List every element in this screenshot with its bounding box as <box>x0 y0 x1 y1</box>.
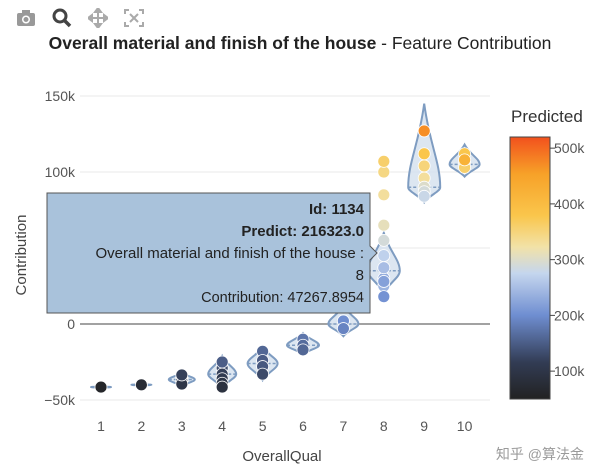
colorbar-ticks: 500k 400k 300k 200k 100k <box>550 140 585 379</box>
y-axis-label: Contribution <box>13 215 30 296</box>
data-point[interactable] <box>215 355 229 369</box>
colorbar-tick-label: 300k <box>554 252 585 268</box>
y-tick-label: 0 <box>67 316 75 332</box>
chart-title: Overall material and finish of the house… <box>0 33 600 54</box>
data-point[interactable] <box>215 380 229 394</box>
x-tick-label: 2 <box>138 418 146 434</box>
colorbar-tick-label: 500k <box>554 140 585 156</box>
pan-icon[interactable] <box>86 6 110 30</box>
x-tick-label: 10 <box>457 418 473 434</box>
data-points <box>94 124 472 394</box>
x-tick-label: 9 <box>420 418 428 434</box>
title-rest: - Feature Contribution <box>376 33 552 53</box>
x-tick-label: 6 <box>299 418 307 434</box>
plot-toolbar <box>14 6 146 30</box>
hover-tooltip: Id: 1134 Predict: 216323.0 Overall mater… <box>46 192 378 314</box>
data-point[interactable] <box>377 154 391 168</box>
hover-predict: Predict: 216323.0 <box>241 223 364 240</box>
data-point[interactable] <box>417 124 431 138</box>
hover-contribution: Contribution: 47267.8954 <box>201 290 364 306</box>
data-point[interactable] <box>94 380 108 394</box>
data-point[interactable] <box>336 322 350 335</box>
data-point[interactable] <box>377 233 391 247</box>
hover-feature: Overall material and finish of the house… <box>96 245 364 262</box>
x-tick-label: 5 <box>259 418 267 434</box>
title-bold: Overall material and finish of the house <box>48 33 377 53</box>
colorbar-tick-label: 200k <box>554 307 585 323</box>
colorbar-gradient <box>509 136 551 400</box>
data-point[interactable] <box>134 378 148 392</box>
data-point[interactable] <box>377 275 391 288</box>
zoom-icon[interactable] <box>50 6 74 30</box>
x-tick-label: 8 <box>380 418 388 434</box>
data-point[interactable] <box>377 290 391 304</box>
data-point[interactable] <box>417 159 431 173</box>
colorbar-tick-label: 400k <box>554 196 585 212</box>
x-tick-label: 4 <box>218 418 226 434</box>
x-axis-label: OverallQual <box>242 448 321 465</box>
x-tick-labels: 1 2 3 4 5 6 7 8 9 10 <box>97 418 472 434</box>
data-point[interactable] <box>377 165 391 179</box>
hover-box <box>46 192 378 314</box>
x-tick-label: 7 <box>340 418 348 434</box>
hover-value: 8 <box>356 267 364 284</box>
colorbar-title: Predicted <box>511 107 583 126</box>
x-tick-label: 3 <box>178 418 186 434</box>
data-point[interactable] <box>417 147 431 161</box>
colorbar: 500k 400k 300k 200k 100k <box>509 136 585 400</box>
hover-id: Id: 1134 <box>309 201 365 218</box>
colorbar-tick-label: 100k <box>554 363 585 379</box>
x-tick-label: 1 <box>97 418 105 434</box>
data-point[interactable] <box>377 188 391 202</box>
data-point[interactable] <box>296 343 310 357</box>
watermark: 知乎 @算法金 <box>495 446 584 462</box>
data-point[interactable] <box>377 218 391 232</box>
camera-icon[interactable] <box>14 6 38 30</box>
data-point[interactable] <box>458 153 472 167</box>
data-point[interactable] <box>256 367 270 381</box>
y-tick-labels: −50k 0 100k 150k <box>44 88 76 408</box>
y-tick-label: −50k <box>44 392 76 408</box>
y-tick-label: 100k <box>45 164 76 180</box>
data-point[interactable] <box>377 261 391 275</box>
data-point[interactable] <box>417 189 431 203</box>
autoscale-icon[interactable] <box>122 6 146 30</box>
data-point[interactable] <box>175 368 189 382</box>
data-point[interactable] <box>377 249 391 263</box>
y-tick-label: 150k <box>45 88 76 104</box>
